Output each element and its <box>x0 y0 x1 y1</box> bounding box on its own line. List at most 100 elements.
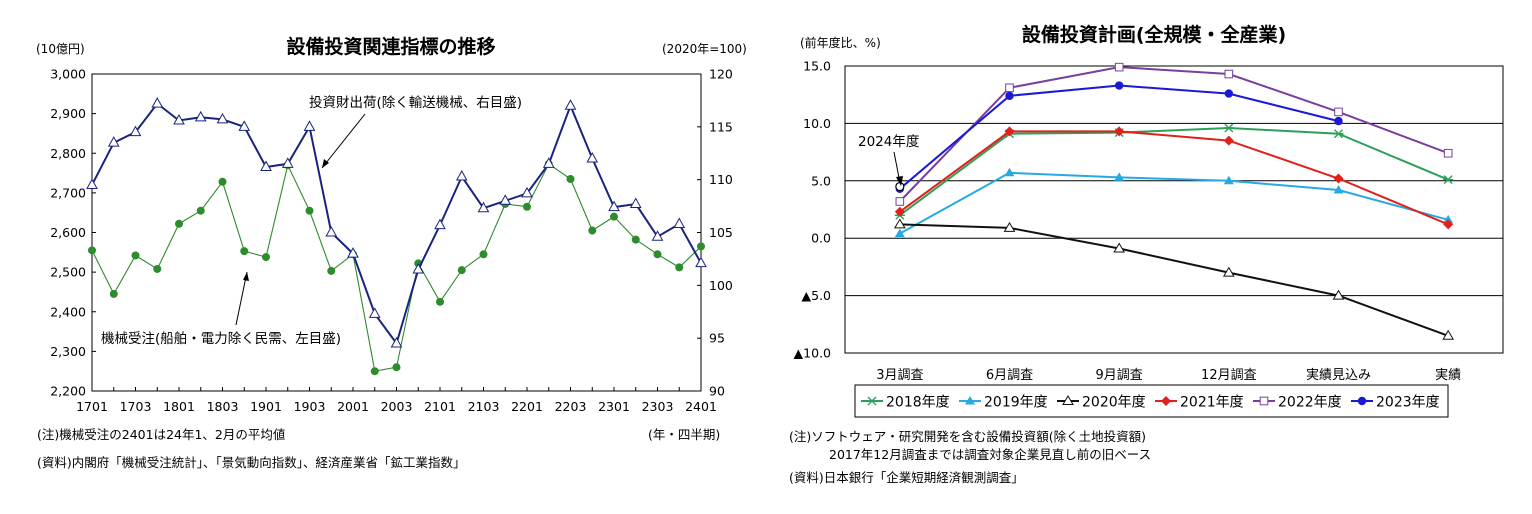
left-axis-tick-label: 2,200 <box>50 384 86 399</box>
series-point-2019年度 <box>1223 175 1234 185</box>
chart1-annotation-orders-label: 機械受注(船舶・電力除く民需、左目盛) <box>101 331 341 347</box>
machinery-orders-point <box>327 266 336 275</box>
right-axis-tick-label: 100 <box>709 278 733 293</box>
x-axis-tick-label: 1903 <box>294 399 326 414</box>
series-line-2021年度 <box>899 130 1449 226</box>
right-note: (注)ソフトウェア・研究開発を含む設備投資額(除く土地投資額) <box>789 429 1147 444</box>
left-axis-tick-label: 2,300 <box>50 344 86 359</box>
chart1-annotation-orders-arrow <box>235 271 248 326</box>
x-axis-tick-label: 2201 <box>511 399 543 414</box>
series-point-2023年度 <box>1114 81 1124 90</box>
x-axis-tick-label: 2203 <box>555 399 587 414</box>
capex-plan-chart: 設備投資計画(全規模・全産業) (前年度比、%) 15.0 10.0 5.0 0.0 ▲… <box>794 23 1504 418</box>
legend-label: 2019年度 <box>984 395 1048 411</box>
series-line-2020年度 <box>899 223 1449 337</box>
chart2-annotation-2024-label: 2024年度 <box>858 134 919 150</box>
machinery-orders-point <box>305 206 314 215</box>
series-point-2020年度 <box>1003 221 1016 232</box>
series-point-2018年度 <box>1333 129 1344 139</box>
machinery-orders-point <box>175 219 183 228</box>
chart2-legend: 2018年度 2019年度 2020年度 2021年度 2022年度 2023年度 <box>854 384 1449 418</box>
left-axis-tick-label: 2,800 <box>50 146 86 161</box>
shipments-point <box>260 160 272 171</box>
chart2-annotation-2024-arrowhead <box>896 176 903 186</box>
chart1-annotation-shipments-arrowhead <box>322 159 329 168</box>
x-axis-tick-label: 1801 <box>163 399 195 414</box>
legend-swatch-marker <box>867 396 877 406</box>
shipments-point <box>173 113 185 125</box>
chart1-right-unit: (2020年=100) <box>662 42 747 56</box>
legend-label: 2020年度 <box>1082 395 1146 411</box>
right-axis-tick-label: 120 <box>709 67 733 82</box>
machinery-orders-point <box>697 242 705 251</box>
series-point-2022年度 <box>1443 148 1453 158</box>
series-point-2022年度 <box>1114 62 1124 72</box>
shipments-point <box>651 230 664 241</box>
left-source: (資料)内閣府「機械受注統計」、「景気動向指数」、経済産業省「鉱工業指数」 <box>37 455 466 470</box>
shipments-point <box>477 201 490 213</box>
x-axis-tick-label: 2003 <box>381 399 413 414</box>
series-line-2018年度 <box>899 126 1449 217</box>
left-note: (注)機械受注の2401は24年1、2月の平均値 <box>37 427 286 442</box>
chart1-left-unit: (10億円) <box>36 42 85 56</box>
x-axis-tick-label: 1901 <box>250 399 282 414</box>
right-axis-tick-label: 95 <box>709 331 725 346</box>
machinery-orders-point <box>523 202 531 211</box>
machinery-orders-point <box>370 367 379 376</box>
legend-swatch-marker <box>1062 395 1074 405</box>
shipments-point <box>281 157 294 168</box>
shipments-point <box>390 336 403 348</box>
shipments-point <box>629 197 642 208</box>
shipments-point <box>586 152 599 163</box>
shipments-point <box>499 194 512 205</box>
series-point-2021年度 <box>1443 219 1454 230</box>
shipments-point <box>325 225 338 237</box>
x-axis-tick-label: 2001 <box>337 399 369 414</box>
shipments-point <box>673 217 686 229</box>
shipments-point <box>238 120 251 131</box>
left-axis-tick-label: 2,600 <box>50 225 86 240</box>
shipments-point <box>107 136 120 147</box>
y-axis-tick-label: 0.0 <box>811 231 831 246</box>
x-axis-tick-label: 2303 <box>642 399 674 414</box>
series-point-2021年度 <box>1333 173 1344 184</box>
legend-swatch-marker <box>1259 396 1269 406</box>
shipments-point <box>608 200 620 212</box>
series-point-2022年度 <box>1224 69 1234 79</box>
series-point-2018年度 <box>1443 175 1454 185</box>
chart1-x-unit-label: (年・四半期) <box>648 427 721 442</box>
series-point-2021年度 <box>1004 126 1015 137</box>
series-point-2022年度 <box>1334 107 1343 117</box>
shipments-point <box>542 157 555 168</box>
series-point-2021年度 <box>1114 126 1125 137</box>
series-point-2023年度 <box>1334 116 1343 126</box>
chart2-legend-box <box>854 384 1449 418</box>
machinery-orders-point <box>610 212 618 221</box>
shipments-point <box>216 112 229 124</box>
shipments-point <box>303 120 316 131</box>
left-axis-tick-label: 2,700 <box>50 185 86 200</box>
y-axis-tick-label: ▲10.0 <box>794 346 831 361</box>
x-axis-category-label: 6月調査 <box>986 368 1033 383</box>
series-line-2022年度 <box>899 66 1449 203</box>
series-point-2023年度 <box>1224 89 1234 98</box>
chart2-title: 設備投資計画(全規模・全産業) <box>1022 23 1286 46</box>
series-point-2019年度 <box>1443 214 1454 224</box>
y-axis-tick-label: ▲5.0 <box>802 288 832 303</box>
series-point-2020年度 <box>1222 266 1235 277</box>
legend-label: 2021年度 <box>1180 395 1244 411</box>
legend-label: 2018年度 <box>886 395 950 411</box>
shipments-point <box>521 186 533 198</box>
x-axis-category-label: 3月調査 <box>876 368 923 383</box>
shipments-point <box>412 262 425 274</box>
chart1-title: 設備投資関連指標の推移 <box>286 35 495 58</box>
series-point-2019年度 <box>1333 184 1344 194</box>
machinery-orders-point <box>675 263 684 272</box>
series-point-2022年度 <box>1005 83 1014 93</box>
machinery-orders-point <box>109 289 118 298</box>
series-point-2019年度 <box>1114 172 1125 181</box>
x-axis-tick-label: 2103 <box>468 399 500 414</box>
series-point-2020年度 <box>1113 242 1126 253</box>
machinery-orders-point <box>153 264 162 273</box>
series-point-2019年度 <box>894 228 905 238</box>
